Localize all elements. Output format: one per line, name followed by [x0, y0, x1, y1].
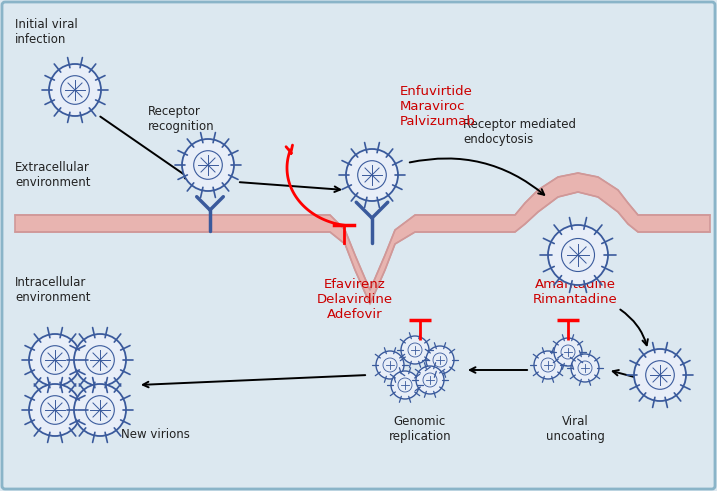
Circle shape: [74, 384, 126, 436]
Text: Efavirenz
Delavirdine
Adefovir: Efavirenz Delavirdine Adefovir: [317, 278, 393, 321]
Circle shape: [391, 371, 419, 399]
Circle shape: [548, 225, 608, 285]
Circle shape: [49, 64, 101, 116]
Circle shape: [554, 338, 582, 366]
Circle shape: [401, 336, 429, 364]
Circle shape: [571, 354, 599, 382]
Circle shape: [29, 334, 81, 386]
Text: Receptor mediated
endocytosis: Receptor mediated endocytosis: [463, 118, 576, 146]
Text: Enfuvirtide
Maraviroc
Palvizumab: Enfuvirtide Maraviroc Palvizumab: [400, 85, 476, 128]
Text: Genomic
replication: Genomic replication: [389, 415, 451, 443]
Circle shape: [426, 346, 454, 374]
Circle shape: [74, 334, 126, 386]
Circle shape: [416, 366, 444, 394]
Circle shape: [376, 351, 404, 379]
Text: New virions: New virions: [120, 428, 189, 441]
Circle shape: [29, 384, 81, 436]
Text: Amantadine
Rimantadine: Amantadine Rimantadine: [533, 278, 617, 306]
Text: Intracellular
environment: Intracellular environment: [15, 276, 90, 304]
Text: Extracellular
environment: Extracellular environment: [15, 161, 90, 189]
Polygon shape: [15, 173, 710, 304]
Text: Initial viral
infection: Initial viral infection: [15, 18, 77, 46]
Circle shape: [634, 349, 686, 401]
Circle shape: [182, 139, 234, 191]
Text: Viral
uncoating: Viral uncoating: [546, 415, 604, 443]
Circle shape: [346, 149, 398, 201]
Text: Receptor
recognition: Receptor recognition: [148, 105, 214, 133]
Circle shape: [534, 351, 562, 379]
